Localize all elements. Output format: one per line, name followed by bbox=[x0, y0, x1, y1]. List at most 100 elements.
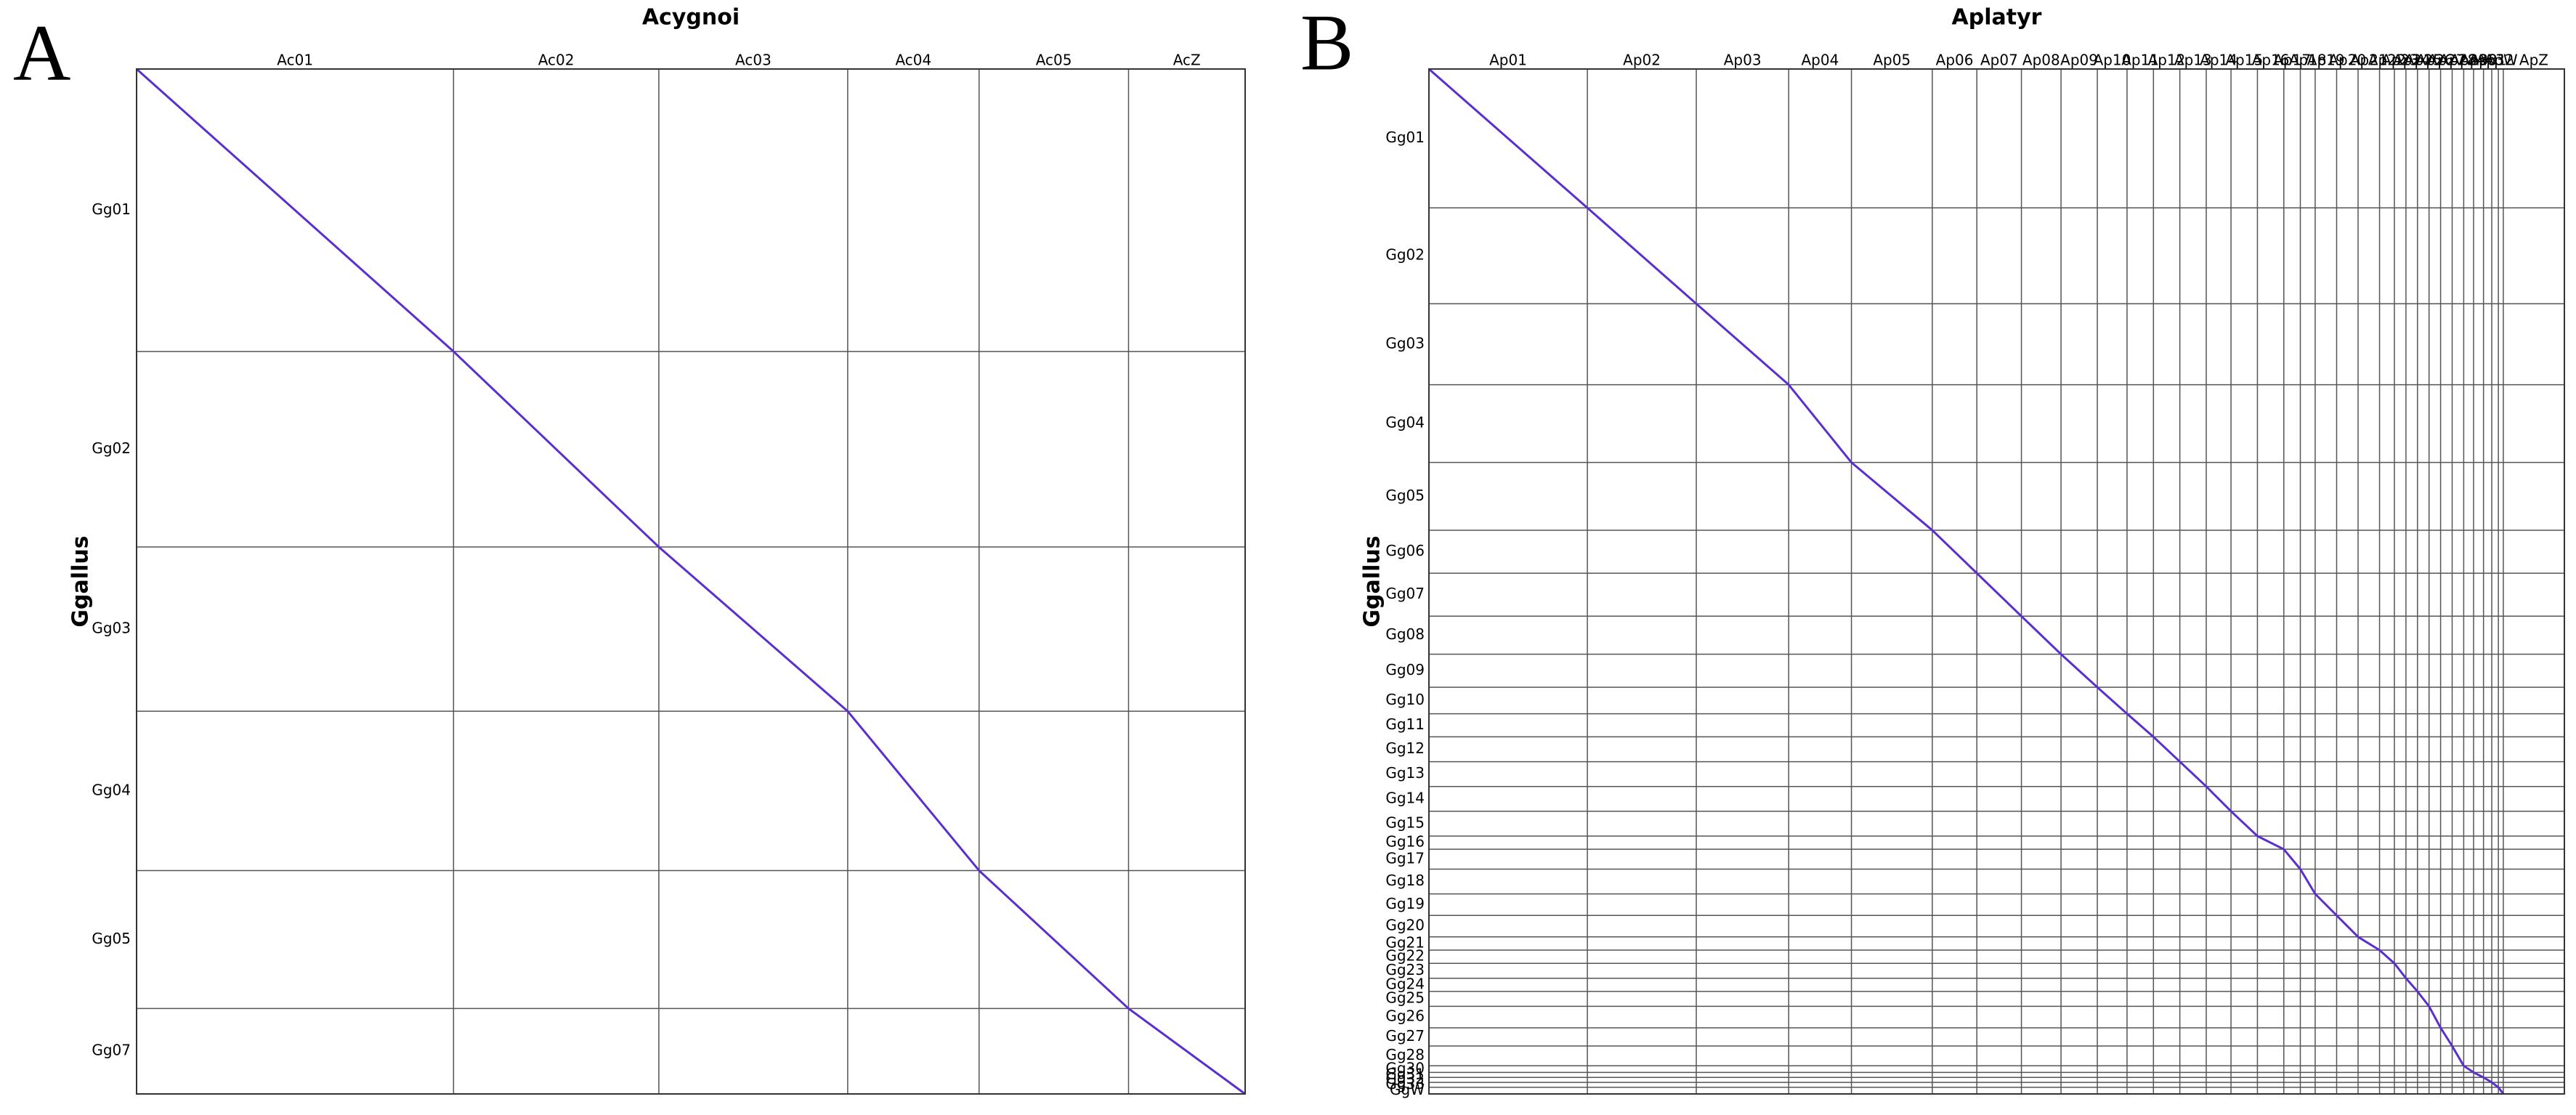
column-label: Ap27 bbox=[2428, 52, 2466, 69]
synteny-diagonal bbox=[657, 546, 848, 713]
synteny-diagonal bbox=[2179, 761, 2208, 787]
y-axis-label: Ggallus bbox=[68, 535, 94, 627]
synteny-diagonal bbox=[2152, 736, 2181, 763]
row-label: Gg17 bbox=[1385, 849, 1425, 867]
synteny-diagonal bbox=[1428, 68, 1589, 209]
synteny-diagonal bbox=[2205, 785, 2232, 812]
column-label: Ap21 bbox=[2350, 52, 2388, 69]
row-label: Gg32 bbox=[1385, 1070, 1425, 1087]
row-label: Gg13 bbox=[1385, 764, 1425, 782]
column-label: Ap10 bbox=[2094, 52, 2131, 69]
row-label: GgW bbox=[1390, 1081, 1425, 1098]
column-label: Ap08 bbox=[2022, 52, 2060, 69]
row-label: Gg30 bbox=[1385, 1059, 1425, 1077]
synteny-diagonal bbox=[2097, 686, 2128, 715]
column-label: Ap14 bbox=[2200, 52, 2237, 69]
synteny-diagonal bbox=[2378, 949, 2396, 965]
column-label: Ap05 bbox=[1873, 52, 1911, 69]
synteny-diagonal bbox=[978, 869, 1130, 1010]
row-label: Gg06 bbox=[1385, 542, 1425, 559]
column-label: Ap04 bbox=[1802, 52, 1839, 69]
synteny-diagonal bbox=[2491, 1081, 2500, 1089]
column-label: ApZ bbox=[2519, 52, 2548, 69]
synteny-diagonal bbox=[2126, 713, 2155, 738]
column-label: Ap23 bbox=[2381, 52, 2419, 69]
column-label: Ap28 bbox=[2439, 52, 2477, 69]
column-label: Ap01 bbox=[1489, 52, 1527, 69]
column-label: Ap18 bbox=[2289, 52, 2327, 69]
panel-title: Acygnoi bbox=[642, 5, 740, 31]
column-label: Ap24 bbox=[2393, 52, 2431, 69]
column-label: Ap17 bbox=[2273, 52, 2311, 69]
column-label: Ac03 bbox=[735, 52, 771, 69]
synteny-diagonal bbox=[2497, 1086, 2505, 1095]
column-label: Ap13 bbox=[2174, 52, 2212, 69]
column-label: Ap26 bbox=[2416, 52, 2454, 69]
column-label: Ac05 bbox=[1036, 52, 1072, 69]
row-label: Gg14 bbox=[1385, 789, 1425, 806]
row-label: Gg08 bbox=[1385, 625, 1425, 643]
plot-frame bbox=[1428, 68, 2565, 1095]
column-label: Ap15 bbox=[2225, 52, 2263, 69]
synteny-diagonal bbox=[1976, 572, 2022, 617]
row-label: Gg21 bbox=[1385, 933, 1425, 951]
column-label: Ap12 bbox=[2148, 52, 2186, 69]
panel-title: Aplatyr bbox=[1952, 5, 2042, 31]
synteny-diagonal bbox=[2463, 1065, 2474, 1074]
synteny-diagonal bbox=[2230, 810, 2259, 838]
row-label: Gg04 bbox=[1385, 414, 1425, 431]
column-label: Ac01 bbox=[277, 52, 313, 69]
row-label: Gg11 bbox=[1385, 715, 1425, 733]
panel-letter: B bbox=[1300, 0, 1353, 86]
synteny-diagonal bbox=[1931, 529, 1978, 575]
synteny-diagonal bbox=[1127, 1007, 1246, 1095]
row-label: Gg27 bbox=[1385, 1027, 1425, 1045]
synteny-diagonal bbox=[2439, 1027, 2453, 1047]
row-label: Gg03 bbox=[92, 620, 131, 637]
row-label: Gg26 bbox=[1385, 1007, 1425, 1025]
y-axis-label: Ggallus bbox=[1360, 535, 1385, 627]
panel-letter: A bbox=[13, 8, 70, 97]
synteny-diagonal bbox=[2405, 977, 2418, 992]
synteny-diagonal bbox=[2393, 962, 2407, 979]
synteny-diagonal bbox=[2314, 893, 2338, 917]
synteny-diagonal bbox=[1587, 207, 1698, 305]
synteny-diagonal bbox=[2451, 1045, 2465, 1067]
column-label: Ap02 bbox=[1623, 52, 1661, 69]
synteny-diagonal bbox=[2020, 615, 2062, 655]
column-label: AcZ bbox=[1173, 52, 1201, 69]
column-label: Ap19 bbox=[2307, 52, 2345, 69]
column-label: Ap20 bbox=[2328, 52, 2366, 69]
row-label: Gg01 bbox=[1385, 129, 1425, 146]
synteny-diagonal bbox=[2482, 1076, 2492, 1084]
column-label: ApW bbox=[2484, 52, 2517, 69]
row-label: Gg19 bbox=[1385, 895, 1425, 912]
synteny-diagonal bbox=[2283, 848, 2301, 870]
column-label: Ap07 bbox=[1980, 52, 2018, 69]
synteny-diagonal bbox=[2416, 990, 2430, 1007]
column-label: Ap31 bbox=[2468, 52, 2506, 69]
row-label: Gg02 bbox=[92, 439, 131, 457]
synteny-diagonal bbox=[2357, 936, 2381, 952]
synteny-diagonal bbox=[1696, 303, 1790, 386]
row-label: Gg18 bbox=[1385, 872, 1425, 889]
column-label: Ap32 bbox=[2476, 52, 2514, 69]
row-label: Gg01 bbox=[92, 200, 131, 218]
synteny-diagonal bbox=[2473, 1071, 2484, 1079]
plot-frame bbox=[136, 68, 1246, 1095]
row-label: Gg02 bbox=[1385, 246, 1425, 264]
synteny-diagonal bbox=[2336, 915, 2360, 938]
column-label: Ap25 bbox=[2405, 52, 2442, 69]
synteny-diagonal bbox=[453, 350, 660, 548]
row-label: Gg31 bbox=[1385, 1065, 1425, 1082]
row-label: Gg24 bbox=[1385, 975, 1425, 992]
row-label: Gg07 bbox=[92, 1042, 131, 1059]
row-label: Gg12 bbox=[1385, 739, 1425, 757]
row-label: Gg20 bbox=[1385, 917, 1425, 934]
row-label: Gg23 bbox=[1385, 961, 1425, 978]
row-label: Gg25 bbox=[1385, 989, 1425, 1007]
synteny-diagonal bbox=[1850, 461, 1933, 532]
column-label: Ap22 bbox=[2368, 52, 2406, 69]
row-label: Gg07 bbox=[1385, 585, 1425, 602]
